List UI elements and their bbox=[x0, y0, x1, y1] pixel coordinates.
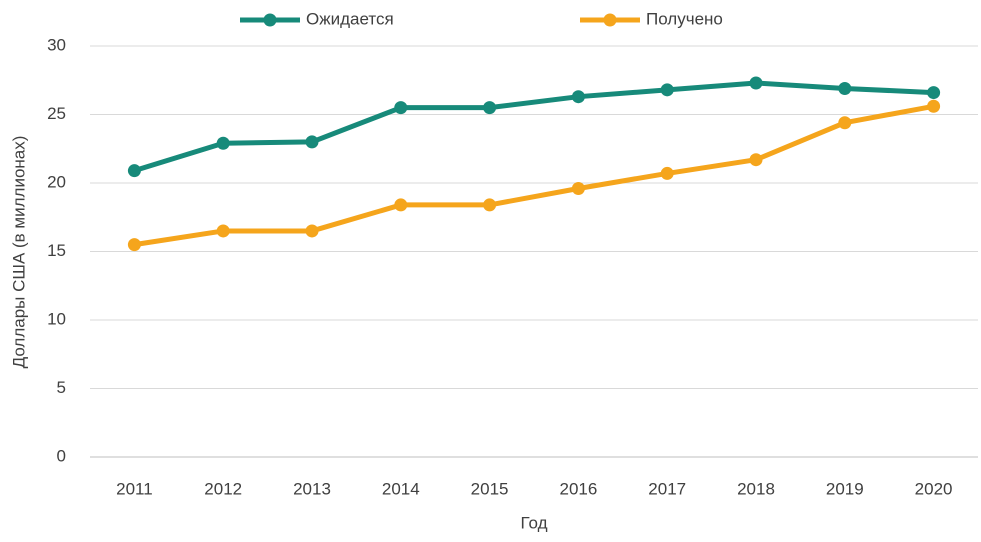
data-point bbox=[394, 101, 408, 115]
data-point bbox=[749, 153, 763, 167]
data-point bbox=[127, 238, 141, 252]
x-tick-label: 2015 bbox=[471, 479, 509, 498]
data-point bbox=[394, 198, 408, 212]
x-tick-label: 2012 bbox=[204, 479, 242, 498]
y-tick-label: 5 bbox=[57, 378, 66, 397]
data-point bbox=[927, 86, 941, 100]
data-point bbox=[127, 164, 141, 178]
y-tick-label: 10 bbox=[47, 309, 66, 328]
data-point bbox=[216, 224, 230, 238]
data-point bbox=[838, 116, 852, 130]
y-tick-label: 20 bbox=[47, 172, 66, 191]
series-line bbox=[134, 103, 935, 248]
y-tick-label: 30 bbox=[47, 35, 66, 54]
data-point bbox=[305, 224, 319, 238]
data-point bbox=[927, 99, 941, 113]
y-tick-label: 25 bbox=[47, 104, 66, 123]
legend-label: Получено bbox=[646, 9, 723, 28]
y-axis-label: Доллары США (в миллионах) bbox=[9, 136, 28, 369]
x-tick-label: 2011 bbox=[116, 479, 153, 498]
y-tick-label: 0 bbox=[57, 446, 66, 465]
legend-marker bbox=[263, 13, 277, 27]
data-point bbox=[483, 198, 497, 212]
series-line bbox=[133, 80, 934, 174]
data-point bbox=[749, 76, 763, 90]
x-axis-label: Год bbox=[520, 513, 547, 532]
x-tick-label: 2016 bbox=[559, 479, 597, 498]
data-point bbox=[305, 135, 319, 149]
x-tick-label: 2017 bbox=[648, 479, 686, 498]
x-tick-label: 2018 bbox=[737, 479, 775, 498]
data-point bbox=[571, 90, 585, 104]
y-tick-label: 15 bbox=[47, 241, 66, 260]
x-tick-label: 2014 bbox=[382, 479, 420, 498]
data-point bbox=[660, 83, 674, 97]
x-tick-label: 2019 bbox=[826, 479, 864, 498]
x-tick-label: 2020 bbox=[915, 479, 953, 498]
data-point bbox=[838, 81, 852, 95]
data-point bbox=[483, 101, 497, 115]
data-point bbox=[216, 136, 230, 150]
x-tick-label: 2013 bbox=[293, 479, 331, 498]
legend-label: Ожидается bbox=[306, 9, 394, 28]
legend-marker bbox=[603, 13, 617, 27]
data-point bbox=[571, 181, 585, 195]
data-point bbox=[660, 166, 674, 180]
